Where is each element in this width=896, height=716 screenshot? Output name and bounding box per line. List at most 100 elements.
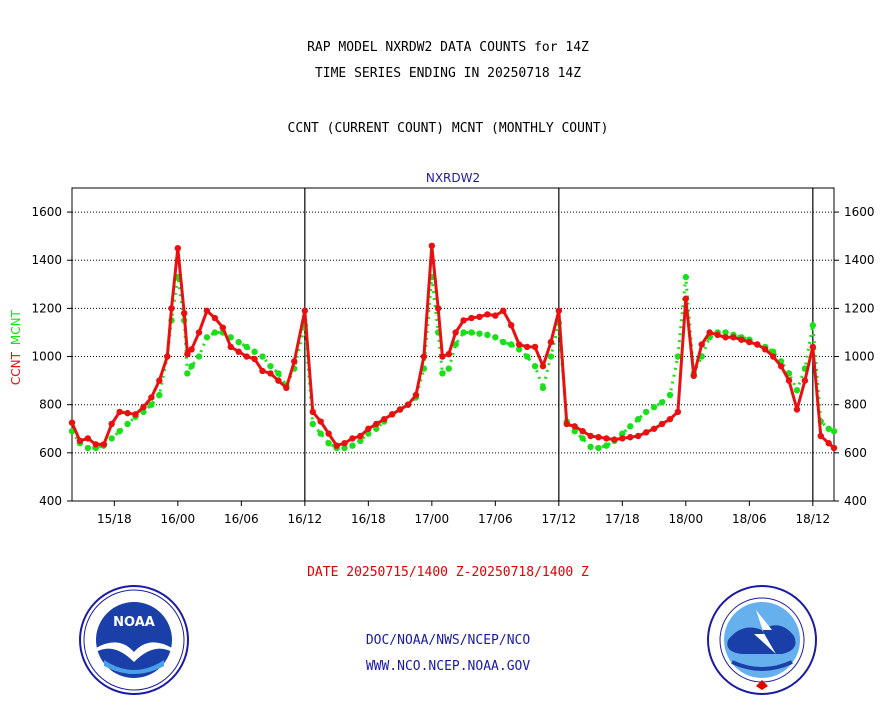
ccnt-point (76, 437, 84, 445)
ccnt-point (595, 433, 602, 441)
ccnt-point (219, 324, 227, 331)
mcnt-point (484, 331, 491, 339)
y-tick-label-right: 1200 (844, 301, 875, 315)
mcnt-point (658, 399, 666, 406)
noaa-logo: NOAA (79, 585, 189, 695)
ccnt-point (754, 341, 761, 348)
ccnt-point (746, 338, 753, 346)
mcnt-point (124, 420, 131, 428)
ccnt-point (84, 435, 92, 442)
ccnt-point (251, 355, 258, 363)
mcnt-point (116, 427, 123, 435)
x-tick-label: 16/06 (224, 512, 259, 526)
mcnt-point (627, 423, 634, 430)
mcnt-point (508, 341, 515, 348)
mcnt-point (635, 415, 642, 423)
mcnt-point (452, 341, 459, 348)
ccnt-point (769, 353, 777, 360)
mcnt-point (492, 334, 499, 341)
mcnt-point (188, 362, 195, 370)
ccnt-point (396, 406, 404, 413)
mcnt-point (547, 353, 555, 360)
mcnt-point (349, 442, 356, 449)
mcnt-point (722, 329, 729, 336)
ccnt-point (690, 372, 697, 379)
ccnt-point (283, 384, 290, 392)
ccnt-point (317, 418, 324, 425)
y-tick-label-left: 1200 (31, 301, 62, 315)
ccnt-point (148, 394, 155, 401)
mcnt-point (571, 427, 578, 435)
ccnt-point (682, 295, 690, 302)
mcnt-point (357, 437, 364, 445)
ccnt-point (168, 305, 175, 312)
ccnt-point (203, 307, 211, 314)
ccnt-point (412, 391, 420, 399)
x-tick-label: 17/06 (478, 512, 513, 526)
ccnt-series (68, 242, 838, 452)
ccnt-point (730, 334, 737, 341)
y-tick-label-right: 400 (844, 494, 867, 508)
ccnt-point (468, 314, 475, 322)
ccnt-point (785, 377, 793, 384)
ccnt-point (341, 440, 348, 447)
ccnt-point (515, 341, 523, 348)
y-axis-label-mcnt: MCNT (9, 309, 23, 345)
mcnt-point (211, 329, 219, 336)
ccnt-point (420, 353, 428, 360)
ccnt-point (793, 406, 801, 413)
y-tick-label-right: 1400 (844, 253, 875, 267)
ccnt-point (243, 353, 250, 360)
mcnt-point (227, 334, 234, 341)
y-tick-label-left: 400 (39, 494, 62, 508)
ccnt-point (587, 432, 594, 440)
ccnt-point (476, 313, 483, 321)
ccnt-point (428, 242, 436, 249)
y-tick-label-left: 800 (39, 398, 62, 412)
ccnt-point (309, 408, 316, 416)
ccnt-point (92, 441, 100, 448)
ccnt-point (140, 403, 147, 411)
ccnt-point (698, 341, 705, 348)
ccnt-point (539, 362, 547, 370)
y-tick-label-left: 1400 (31, 253, 62, 267)
ccnt-point (381, 415, 388, 423)
x-tick-label: 15/18 (97, 512, 132, 526)
ccnt-point (439, 353, 446, 360)
mcnt-point (619, 430, 626, 437)
mcnt-point (500, 338, 507, 346)
date-range-label: DATE 20250715/1400 Z-20250718/1400 Z (307, 565, 589, 580)
y-tick-label-right: 600 (844, 446, 867, 460)
url-label: WWW.NCO.NCEP.NOAA.GOV (365, 659, 531, 674)
mcnt-point (195, 353, 203, 360)
ccnt-point (434, 305, 442, 312)
ccnt-point (642, 429, 650, 436)
mcnt-point (108, 435, 115, 442)
ccnt-point (555, 307, 563, 314)
x-tick-label: 17/12 (542, 512, 577, 526)
ccnt-point (579, 427, 586, 435)
mcnt-point (666, 391, 674, 399)
ccnt-point (650, 425, 658, 432)
x-tick-label: 18/06 (732, 512, 767, 526)
ccnt-point (500, 307, 507, 314)
mcnt-point (259, 353, 266, 360)
x-tick-label: 16/12 (288, 512, 323, 526)
mcnt-point (203, 334, 211, 341)
ccnt-point (547, 338, 555, 346)
mcnt-point (148, 401, 155, 408)
mcnt-point (650, 403, 658, 411)
y-tick-label-left: 1600 (31, 205, 62, 219)
axes (67, 187, 839, 506)
y-tick-label-right: 800 (844, 398, 867, 412)
ccnt-point (452, 329, 459, 336)
ccnt-point (301, 307, 309, 314)
ccnt-point (445, 350, 452, 358)
ccnt-point (801, 377, 809, 384)
ccnt-point (388, 411, 396, 418)
ccnt-point (259, 367, 266, 375)
nws-logo (707, 585, 817, 695)
x-tick-label: 16/18 (351, 512, 386, 526)
ccnt-point (825, 440, 832, 447)
